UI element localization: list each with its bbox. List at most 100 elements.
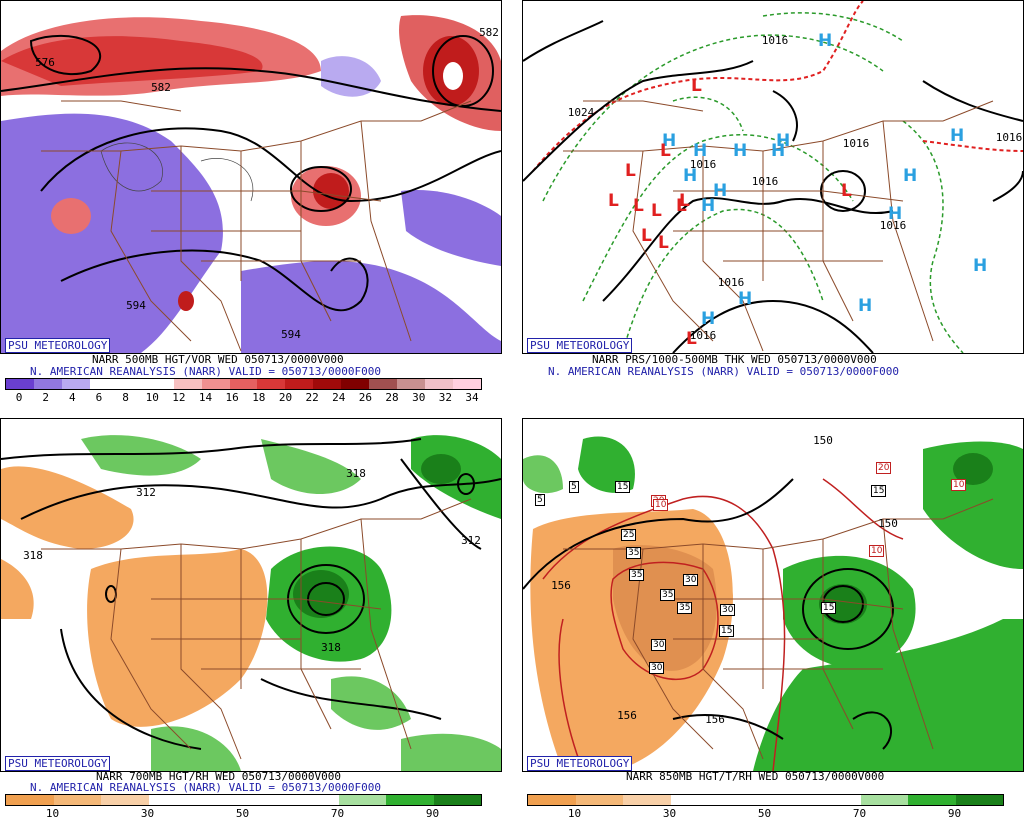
psu-meteorology-badge: PSU METEOROLOGY — [5, 756, 111, 771]
colorbar-label: 28 — [385, 391, 399, 404]
colorbar-swatch — [201, 379, 230, 389]
humidity-field — [1, 435, 501, 771]
colorbar-vorticity — [5, 378, 482, 390]
colorbar-label: 26 — [358, 391, 373, 404]
high-pressure-marker: H — [858, 296, 873, 316]
contour-label: 156 — [705, 713, 725, 726]
colorbar-swatch — [670, 795, 718, 805]
high-pressure-marker: H — [701, 309, 716, 329]
low-pressure-marker: L — [841, 181, 852, 201]
psu-meteorology-badge: PSU METEOROLOGY — [5, 338, 111, 353]
temperature-label: 25 — [621, 529, 637, 541]
high-pressure-marker: H — [818, 31, 833, 51]
colorbar-label: 10 — [145, 391, 159, 404]
contour-label: 150 — [878, 517, 898, 530]
contour-label: 1016 — [879, 219, 907, 232]
caption-product: NARR PRS/1000-500MB THK WED 050713/0000V… — [592, 353, 877, 366]
colorbar-label: 0 — [15, 391, 23, 404]
map-slp: PSU METEOROLOGY 1016 1024 1016 1016 1016… — [522, 0, 1024, 354]
psu-meteorology-badge: PSU METEOROLOGY — [527, 756, 633, 771]
colorbar-swatch — [453, 379, 481, 389]
colorbar-label: 12 — [172, 391, 186, 404]
colorbar-swatch — [6, 379, 34, 389]
contour-label: 312 — [136, 486, 156, 499]
colorbar-swatch — [528, 795, 576, 805]
high-pressure-marker: H — [733, 141, 748, 161]
temperature-label: 35 — [626, 547, 642, 559]
caption-product: NARR 700MB HGT/RH WED 050713/0000V000 — [96, 770, 342, 783]
colorbar-label: 2 — [42, 391, 49, 404]
contour-label: 150 — [813, 434, 833, 447]
colorbar-swatch — [257, 379, 286, 389]
high-pressure-marker: H — [693, 141, 708, 161]
contour-label: 576 — [35, 56, 55, 69]
temperature-label: 30 — [683, 574, 699, 586]
pressure-field — [523, 1, 1023, 353]
colorbar-swatch — [765, 795, 813, 805]
high-pressure-marker: H — [713, 181, 728, 201]
high-pressure-marker: H — [973, 256, 988, 276]
temperature-label: 10 — [951, 479, 967, 491]
caption-product: NARR 500MB HGT/VOR WED 050713/0000V000 — [92, 353, 344, 366]
temperature-label: 15 — [719, 625, 735, 637]
map-700mb: PSU METEOROLOGY 312 318 312 318 318 — [0, 418, 502, 772]
colorbar-humidity — [5, 794, 482, 806]
colorbar-label: 14 — [198, 391, 213, 404]
caption-product: NARR 850MB HGT/T/RH WED 050713/0000V000 — [626, 770, 885, 783]
colorbar-swatch — [860, 795, 908, 805]
colorbar-label: 22 — [305, 391, 319, 404]
colorbar-label: 18 — [252, 391, 266, 404]
temperature-label: 35 — [677, 602, 693, 614]
temperature-label: 35 — [629, 569, 645, 581]
colorbar-swatch — [196, 795, 244, 805]
colorbar-label: 10 — [567, 807, 582, 820]
colorbar-label: 50 — [235, 807, 250, 820]
colorbar-swatch — [291, 795, 339, 805]
high-pressure-marker: H — [776, 131, 791, 151]
colorbar-swatch — [813, 795, 861, 805]
colorbar-swatch — [148, 795, 196, 805]
colorbar-label: 34 — [465, 391, 479, 404]
colorbar-swatch — [955, 795, 1003, 805]
contour-label: 318 — [321, 641, 341, 654]
colorbar-swatch — [173, 379, 202, 389]
caption-valid: N. AMERICAN REANALYSIS (NARR) VALID = 05… — [30, 781, 381, 794]
colorbar-swatch — [908, 795, 956, 805]
colorbar-humidity — [527, 794, 1004, 806]
low-pressure-marker: L — [676, 196, 687, 216]
colorbar-swatch — [6, 795, 54, 805]
low-pressure-marker: L — [625, 161, 636, 181]
colorbar-labels: 10 30 50 70 90 — [5, 807, 480, 820]
temperature-label: 5 — [569, 481, 579, 493]
colorbar-label: 8 — [122, 391, 129, 404]
colorbar-label: 70 — [852, 807, 867, 820]
colorbar-label: 16 — [225, 391, 239, 404]
contour-label: 1016 — [751, 175, 779, 188]
contour-label: 582 — [151, 81, 171, 94]
colorbar-swatch — [61, 379, 90, 389]
colorbar-label: 24 — [332, 391, 346, 404]
colorbar-label: 30 — [140, 807, 155, 820]
contour-label: 582 — [479, 26, 499, 39]
colorbar-swatch — [89, 379, 118, 389]
temperature-label: 15 — [615, 481, 631, 493]
temperature-label: 15 — [821, 602, 837, 614]
high-pressure-marker: H — [903, 166, 918, 186]
high-pressure-marker: H — [738, 289, 753, 309]
contour-label: 1024 — [567, 106, 595, 119]
high-pressure-marker: H — [701, 196, 716, 216]
map-850mb: PSU METEOROLOGY 156 156 156 150 150 5 5 15… — [522, 418, 1024, 772]
temperature-label: 10 — [653, 499, 669, 511]
colorbar-label: 30 — [412, 391, 426, 404]
colorbar-label: 32 — [438, 391, 452, 404]
low-pressure-marker: L — [679, 191, 690, 211]
high-pressure-marker: H — [950, 126, 965, 146]
map-500mb: PSU METEOROLOGY 576 582 594 594 582 — [0, 0, 502, 354]
low-pressure-marker: L — [651, 201, 662, 221]
low-pressure-marker: L — [658, 233, 669, 253]
colorbar-swatch — [369, 379, 398, 389]
contour-label: 594 — [281, 328, 301, 341]
low-pressure-marker: L — [641, 226, 652, 246]
contour-label: 156 — [617, 709, 637, 722]
colorbar-swatch — [341, 379, 370, 389]
